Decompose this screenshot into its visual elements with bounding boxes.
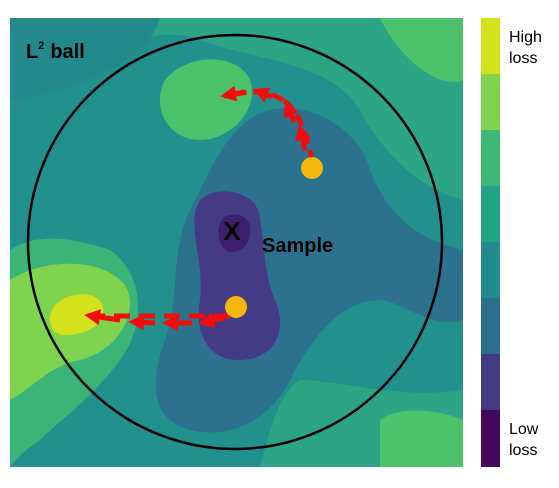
ball-label: L2 ball	[26, 40, 85, 63]
arrow-head	[294, 124, 311, 151]
arrow-head	[252, 87, 273, 103]
center-label: Sample	[262, 235, 333, 257]
sample-point	[301, 157, 323, 179]
arrow-head	[84, 309, 121, 326]
arrow-head	[128, 314, 156, 331]
sample-point	[225, 296, 247, 318]
l2-ball	[26, 33, 444, 451]
arrow-head	[283, 100, 299, 123]
center-mark: X	[223, 216, 241, 246]
colorbar-bottom-label: Low loss	[509, 421, 539, 459]
colorbar	[481, 18, 500, 467]
arrow-head	[198, 312, 225, 329]
colorbar-top-label: High loss	[509, 29, 542, 67]
arrow-head	[220, 85, 246, 102]
